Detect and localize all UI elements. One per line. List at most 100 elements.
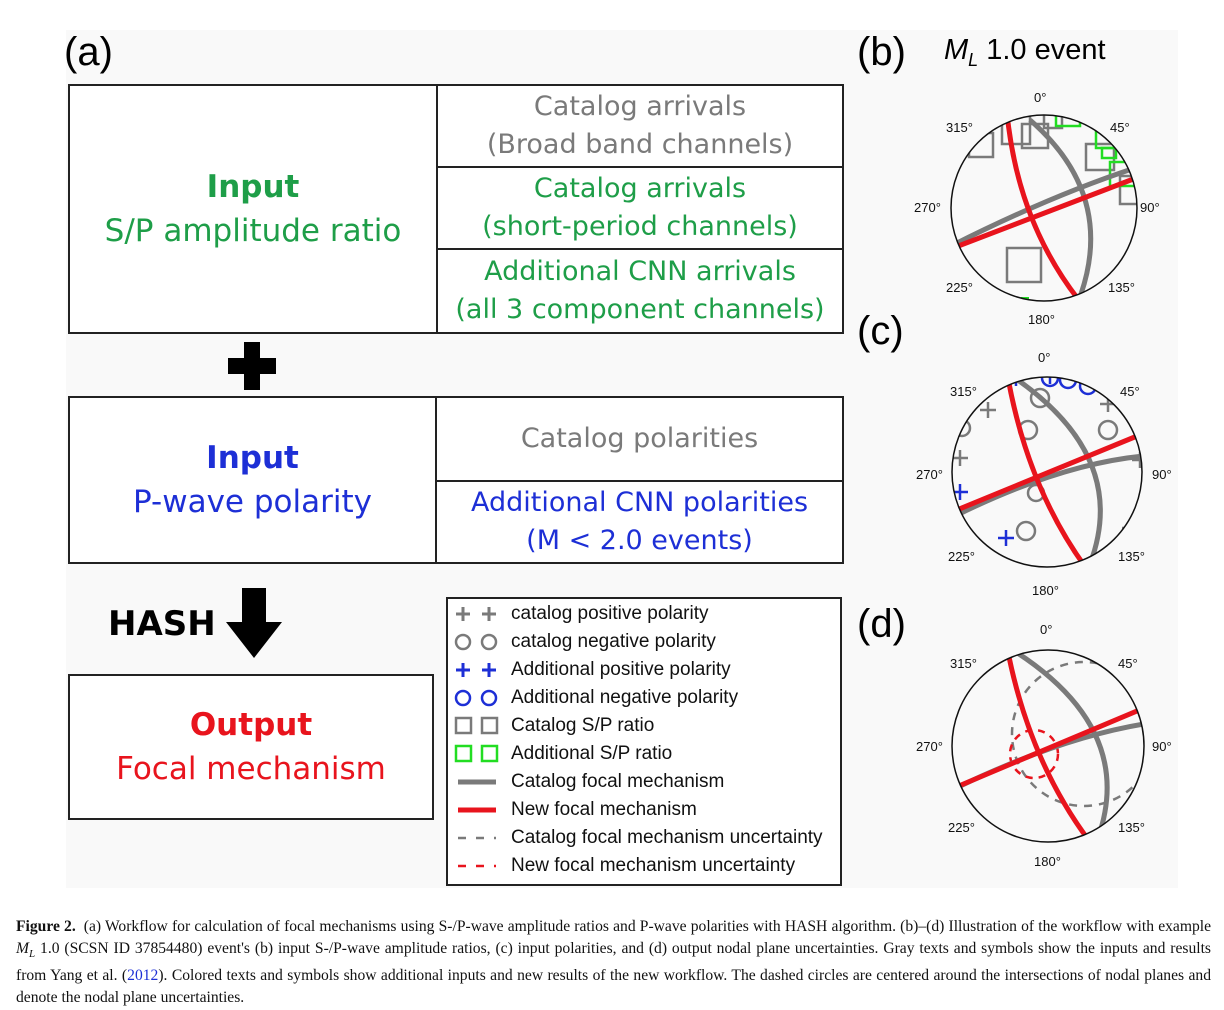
legend-label: Additional negative polarity: [511, 687, 739, 708]
legend-item: Additional S/P ratio: [448, 740, 840, 768]
azimuth-label: 315°: [950, 656, 977, 671]
amplitude-input-label: Input S/P amplitude ratio: [70, 86, 436, 332]
amplitude-input-subtitle: S/P amplitude ratio: [104, 213, 402, 249]
amplitude-row-short-period: Catalog arrivals (short-period channels): [438, 168, 842, 248]
red-solid-line-icon: [458, 807, 496, 813]
new-nodal-plane: [952, 431, 1142, 515]
azimuth-label: 270°: [914, 200, 941, 215]
stereonet-c: 0° 45° 90° 135° 180° 225° 270° 315°: [916, 350, 1172, 598]
azimuth-label: 135°: [1108, 280, 1135, 295]
legend-label: New focal mechanism uncertainty: [511, 855, 796, 876]
additional-sp-square: [1100, 146, 1118, 160]
event-title-subscript: L: [968, 49, 979, 70]
legend-item: New focal mechanism uncertainty: [448, 852, 840, 880]
event-title-value: 1.0 event: [978, 34, 1106, 66]
caption-label: Figure 2.: [16, 918, 76, 935]
stereonet-b: 0° 45° 90° 135° 180° 225° 270° 315°: [914, 90, 1160, 327]
legend-item: Additional positive polarity: [448, 656, 840, 684]
catalog-sp-square: [1042, 115, 1064, 130]
legend-item: Catalog focal mechanism: [448, 768, 840, 796]
red-dashed-line-icon: [458, 864, 496, 868]
legend-label: Catalog S/P ratio: [511, 715, 655, 736]
output-label: Output Focal mechanism: [70, 676, 432, 818]
azimuth-label: 90°: [1152, 467, 1172, 482]
stereonet-d: 0° 45° 90° 135° 180° 225° 270° 315°: [916, 622, 1172, 869]
hash-label: HASH: [108, 604, 216, 644]
gray-square-icon: [454, 716, 499, 735]
catalog-negative-circle: [1097, 419, 1119, 441]
gray-dashed-line-icon: [458, 836, 496, 840]
gray-plus-icon: [456, 607, 496, 621]
amplitude-row-short-period-line1: Catalog arrivals: [533, 173, 747, 204]
legend-label: catalog positive polarity: [511, 603, 709, 624]
new-uncertainty-circle: [1008, 728, 1060, 780]
catalog-nodal-plane: [1028, 118, 1094, 295]
caption-text-part2: 1.0 (SCSN ID 37854480) event's (b) input…: [16, 940, 1211, 985]
polarity-row-catalog-line1: Catalog polarities: [520, 423, 759, 454]
additional-sp-square: [1054, 115, 1082, 128]
polarity-input-label: Input P-wave polarity: [70, 398, 435, 562]
new-nodal-plane: [1005, 377, 1089, 567]
event-title-magnitude: M: [944, 34, 969, 66]
stereonet-outline: [951, 376, 1143, 568]
legend-item: catalog negative polarity: [448, 628, 840, 656]
additional-positive-plus: [1042, 377, 1058, 384]
catalog-nodal-plane: [951, 165, 1136, 249]
amplitude-input-title: Input: [206, 169, 300, 205]
catalog-nodal-plane: [953, 453, 1142, 519]
new-nodal-plane: [1005, 121, 1080, 301]
gray-circle-icon: [454, 633, 498, 651]
arrow-down-icon: [226, 588, 282, 658]
amplitude-row-broadband: Catalog arrivals (Broad band channels): [438, 86, 842, 166]
azimuth-label: 0°: [1038, 350, 1050, 365]
legend-label: Catalog focal mechanism uncertainty: [511, 827, 823, 848]
legend-label: Additional positive polarity: [511, 659, 731, 680]
amplitude-row-cnn: Additional CNN arrivals (all 3 component…: [438, 250, 842, 332]
amplitude-row-broadband-line1: Catalog arrivals: [533, 91, 747, 122]
polarity-input-box: Input P-wave polarity Catalog polarities…: [68, 396, 844, 564]
azimuth-label: 180°: [1032, 583, 1059, 598]
azimuth-label: 270°: [916, 467, 943, 482]
amplitude-box-divider: [436, 86, 438, 332]
panel-label-d: (d): [857, 602, 906, 646]
amplitude-row-short-period-line2: (short-period channels): [482, 211, 798, 242]
catalog-nodal-plane: [1014, 650, 1110, 839]
legend-item: Catalog S/P ratio: [448, 712, 840, 740]
legend-item: Additional negative polarity: [448, 684, 840, 712]
azimuth-label: 225°: [946, 280, 973, 295]
citation-link[interactable]: 2012: [127, 967, 159, 985]
azimuth-label: 45°: [1118, 656, 1138, 671]
panel-label-a: (a): [64, 30, 113, 74]
azimuth-label: 45°: [1110, 120, 1130, 135]
azimuth-label: 180°: [1028, 312, 1055, 327]
azimuth-label: 180°: [1034, 854, 1061, 869]
figure-caption: Figure 2. (a) Workflow for calculation of…: [16, 916, 1211, 1009]
plus-icon: [228, 342, 276, 390]
catalog-uncertainty-circle: [1010, 660, 1144, 808]
polarity-row-cnn-line2: (M < 2.0 events): [526, 525, 753, 556]
catalog-sp-square: [967, 131, 995, 159]
amplitude-input-box: Input S/P amplitude ratio Catalog arriva…: [68, 84, 844, 334]
amplitude-row-divider-2: [438, 248, 842, 250]
legend-label: catalog negative polarity: [511, 631, 716, 652]
output-title: Output: [189, 707, 313, 743]
blue-plus-icon: [456, 663, 496, 677]
legend-label: Additional S/P ratio: [511, 743, 673, 764]
legend-label: New focal mechanism: [511, 799, 697, 820]
catalog-sp-square: [1005, 246, 1043, 284]
polarity-box-divider: [435, 398, 437, 562]
azimuth-label: 135°: [1118, 549, 1145, 564]
catalog-positive-plus: [952, 450, 968, 466]
amplitude-row-divider-1: [438, 166, 842, 168]
gray-solid-line-icon: [458, 779, 496, 785]
azimuth-label: 45°: [1120, 384, 1140, 399]
caption-magnitude: M: [16, 940, 29, 957]
azimuth-label: 0°: [1034, 90, 1046, 105]
azimuth-label: 135°: [1118, 820, 1145, 835]
legend: catalog positive polarity catalog negati…: [446, 597, 842, 886]
event-title: ML 1.0 event: [944, 34, 1106, 71]
polarity-input-title: Input: [206, 440, 299, 476]
azimuth-label: 270°: [916, 739, 943, 754]
catalog-nodal-plane: [1013, 377, 1103, 565]
azimuth-label: 315°: [950, 384, 977, 399]
